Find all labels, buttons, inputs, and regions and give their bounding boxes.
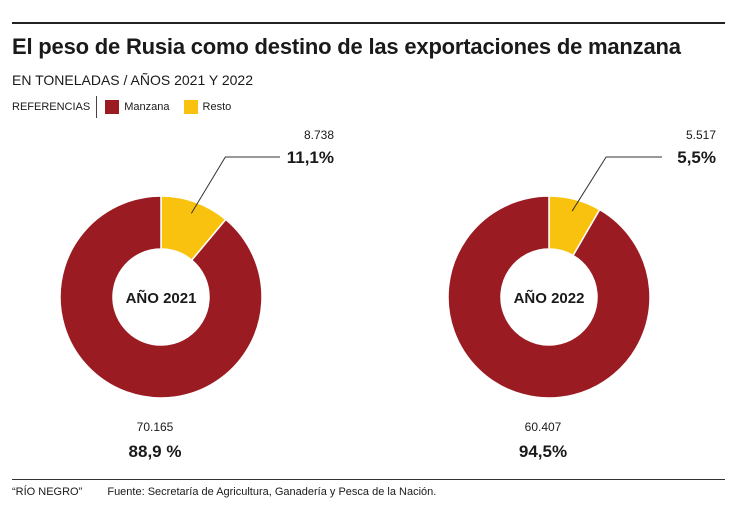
legend-swatch-resto: [183, 100, 198, 114]
chart-subtitle: EN TONELADAS / AÑOS 2021 Y 2022: [12, 72, 253, 88]
callout-line: [190, 156, 280, 214]
legend-swatch-manzana: [105, 100, 120, 114]
donut-slice-manzana: [59, 195, 263, 399]
legend-item-manzana: Manzana: [105, 100, 170, 114]
slice-pct-label-resto: 11,1%: [287, 148, 334, 167]
slice-value-label-resto: 5.517: [686, 128, 716, 142]
legend-label-resto: Resto: [202, 101, 232, 113]
top-rule: [12, 22, 725, 24]
footer: “RÍO NEGRO” Fuente: Secretaría de Agricu…: [12, 486, 436, 498]
footer-source: Fuente: Secretaría de Agricultura, Ganad…: [107, 486, 437, 498]
donut-center-label: AÑO 2021: [126, 289, 197, 307]
donut-center-label: AÑO 2022: [514, 289, 585, 307]
donut-chart-2: AÑO 2022 5.517 5,5% 60.407 94,5%: [447, 128, 716, 461]
slice-value-label-resto: 8.738: [304, 128, 334, 142]
slice-pct-label-resto: 5,5%: [677, 148, 716, 167]
footer-brand: “RÍO NEGRO”: [12, 486, 83, 498]
callout-line: [571, 156, 662, 212]
chart-title: El peso de Rusia como destino de las exp…: [12, 34, 681, 59]
legend-item-resto: Resto: [183, 100, 232, 114]
legend-label-manzana: Manzana: [124, 101, 170, 113]
donut-chart-1: AÑO 2021 8.738 11,1% 70.165 88,9 %: [59, 128, 334, 461]
donut-slice-manzana: [447, 195, 651, 399]
legend-separator: [96, 96, 98, 118]
slice-pct-label-manzana: 88,9 %: [129, 442, 182, 461]
legend-title: REFERENCIAS: [12, 101, 91, 113]
slice-value-label-manzana: 70.165: [137, 420, 174, 434]
slice-pct-label-manzana: 94,5%: [519, 442, 567, 461]
slice-value-label-manzana: 60.407: [525, 420, 562, 434]
footer-rule: [12, 479, 725, 480]
legend: REFERENCIAS Manzana Resto: [12, 96, 245, 118]
